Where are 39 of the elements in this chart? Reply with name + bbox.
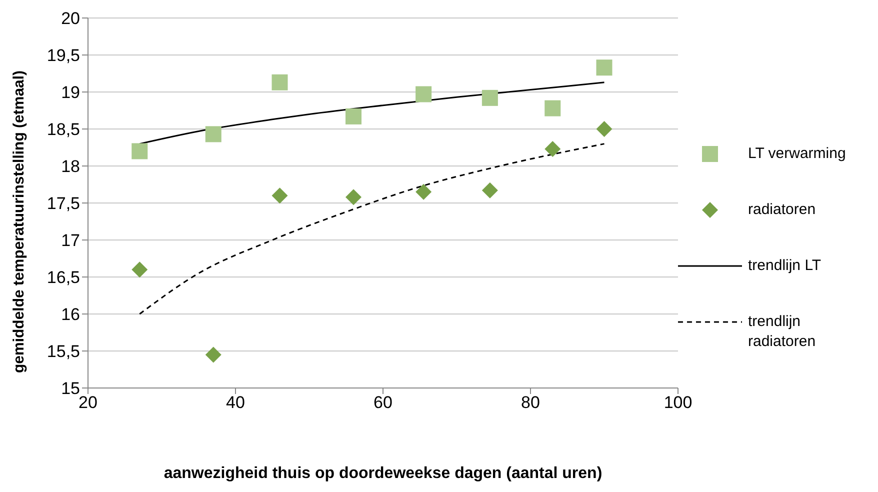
x-tick-label: 100 [664, 393, 692, 412]
line-series [138, 143, 605, 315]
legend-label: trendlijn LT [748, 256, 822, 276]
legend-label: radiatoren [748, 200, 817, 220]
y-tick-label: 19 [61, 83, 80, 102]
point [416, 184, 432, 200]
point [544, 140, 561, 157]
y-tick-label: 19,5 [46, 46, 80, 66]
point [272, 74, 288, 90]
y-tick-label: 15 [61, 379, 80, 398]
point [482, 182, 498, 198]
y-tick-label: 15,5 [46, 342, 80, 362]
legend-label: trendlijn radiatoren [748, 312, 817, 352]
point [205, 346, 222, 363]
y-tick-label: 16 [61, 305, 80, 324]
point [272, 188, 288, 204]
y-tick-label: 16,5 [46, 268, 80, 288]
x-tick-label: 80 [521, 393, 540, 412]
y-tick-label: 18 [61, 157, 80, 176]
y-tick-label: 18,5 [46, 120, 80, 140]
x-tick-label: 60 [374, 393, 392, 412]
point [346, 189, 362, 206]
point [205, 126, 222, 142]
point [482, 90, 498, 106]
y-tick-label: 17,5 [46, 194, 80, 214]
x-tick-label: 40 [226, 393, 245, 412]
x-tick-label: 20 [78, 393, 98, 412]
point [132, 143, 148, 160]
point [596, 121, 612, 137]
point [416, 86, 432, 102]
point [346, 108, 362, 124]
y-axis-title: gemiddelde temperatuurinstelling (etmaal) [10, 70, 28, 373]
legend-label: LT verwarming [748, 144, 847, 164]
point [544, 100, 561, 116]
point [132, 262, 148, 278]
point [596, 60, 612, 76]
y-tick-label: 17 [61, 231, 80, 250]
x-axis-title: aanwezigheid thuis op doordeweekse dagen (aantal uren) [164, 465, 602, 482]
y-tick-label: 20 [61, 9, 80, 28]
